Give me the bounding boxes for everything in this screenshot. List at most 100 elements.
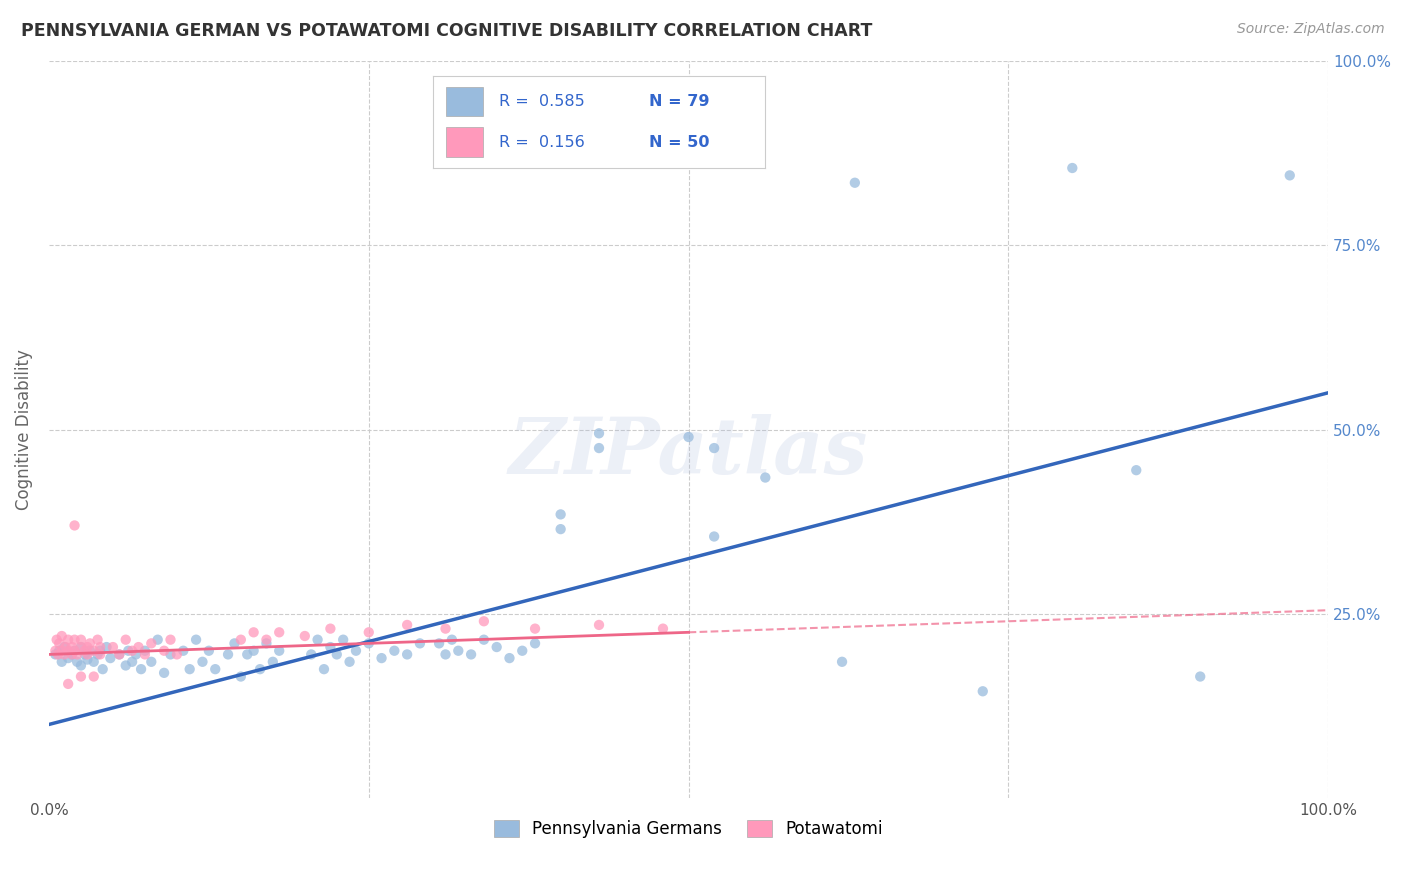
Point	[70, 640, 93, 654]
Point	[434, 622, 457, 636]
Point	[66, 655, 89, 669]
Point	[48, 644, 70, 658]
Point	[55, 640, 77, 654]
Point	[125, 648, 148, 662]
Point	[83, 655, 105, 669]
Point	[70, 640, 93, 654]
Point	[56, 644, 79, 658]
Point	[70, 669, 93, 683]
Point	[63, 632, 86, 647]
Point	[166, 648, 188, 662]
Point	[117, 644, 139, 658]
Point	[76, 648, 98, 662]
Point	[100, 651, 122, 665]
Point	[588, 426, 610, 441]
Point	[344, 644, 367, 658]
Point	[229, 632, 252, 647]
Point	[242, 644, 264, 658]
Point	[844, 176, 866, 190]
Point	[332, 632, 354, 647]
Point	[339, 655, 361, 669]
Point	[269, 625, 291, 640]
Point	[204, 662, 226, 676]
Point	[269, 644, 291, 658]
Point	[172, 644, 194, 658]
Point	[66, 648, 89, 662]
Point	[56, 677, 79, 691]
Point	[108, 648, 131, 662]
Point	[141, 655, 163, 669]
Point	[79, 636, 101, 650]
Point	[96, 640, 118, 654]
Point	[114, 632, 136, 647]
Point	[134, 644, 156, 658]
Y-axis label: Cognitive Disability: Cognitive Disability	[15, 349, 32, 510]
Point	[141, 636, 163, 650]
Point	[83, 644, 105, 658]
Point	[79, 644, 101, 658]
Point	[86, 632, 108, 647]
Point	[510, 644, 533, 658]
Point	[550, 522, 572, 536]
Point	[63, 644, 86, 658]
Point	[51, 629, 73, 643]
Point	[1062, 161, 1084, 175]
Point	[89, 648, 111, 662]
Point	[114, 658, 136, 673]
Point	[678, 430, 700, 444]
Point	[254, 632, 277, 647]
Point	[53, 640, 76, 654]
Point	[307, 632, 329, 647]
Point	[254, 636, 277, 650]
Text: Source: ZipAtlas.com: Source: ZipAtlas.com	[1237, 22, 1385, 37]
Point	[121, 655, 143, 669]
Point	[70, 632, 93, 647]
Point	[44, 644, 66, 658]
Point	[972, 684, 994, 698]
Point	[224, 636, 246, 650]
Point	[159, 632, 181, 647]
Point	[89, 644, 111, 658]
Point	[51, 655, 73, 669]
Point	[236, 648, 259, 662]
Point	[396, 648, 419, 662]
Point	[703, 529, 725, 543]
Point	[524, 622, 547, 636]
Point	[294, 629, 316, 643]
Point	[153, 644, 176, 658]
Point	[357, 636, 380, 650]
Point	[60, 648, 83, 662]
Point	[326, 648, 349, 662]
Point	[46, 648, 69, 662]
Point	[198, 644, 221, 658]
Point	[242, 625, 264, 640]
Point	[524, 636, 547, 650]
Point	[498, 651, 520, 665]
Point	[652, 622, 675, 636]
Point	[447, 644, 470, 658]
Point	[434, 648, 457, 662]
Legend: Pennsylvania Germans, Potawatomi: Pennsylvania Germans, Potawatomi	[488, 814, 890, 845]
Point	[60, 648, 83, 662]
Point	[472, 632, 495, 647]
Point	[370, 651, 392, 665]
Point	[128, 640, 150, 654]
Point	[1278, 169, 1301, 183]
Point	[440, 632, 463, 647]
Point	[101, 640, 124, 654]
Point	[146, 632, 169, 647]
Point	[299, 648, 322, 662]
Point	[319, 640, 342, 654]
Point	[179, 662, 201, 676]
Point	[108, 648, 131, 662]
Point	[76, 652, 98, 666]
Point	[121, 644, 143, 658]
Point	[550, 508, 572, 522]
Point	[45, 632, 67, 647]
Point	[409, 636, 432, 650]
Text: PENNSYLVANIA GERMAN VS POTAWATOMI COGNITIVE DISABILITY CORRELATION CHART: PENNSYLVANIA GERMAN VS POTAWATOMI COGNIT…	[21, 22, 873, 40]
Point	[89, 640, 111, 654]
Point	[63, 644, 86, 658]
Point	[191, 655, 214, 669]
Point	[357, 625, 380, 640]
